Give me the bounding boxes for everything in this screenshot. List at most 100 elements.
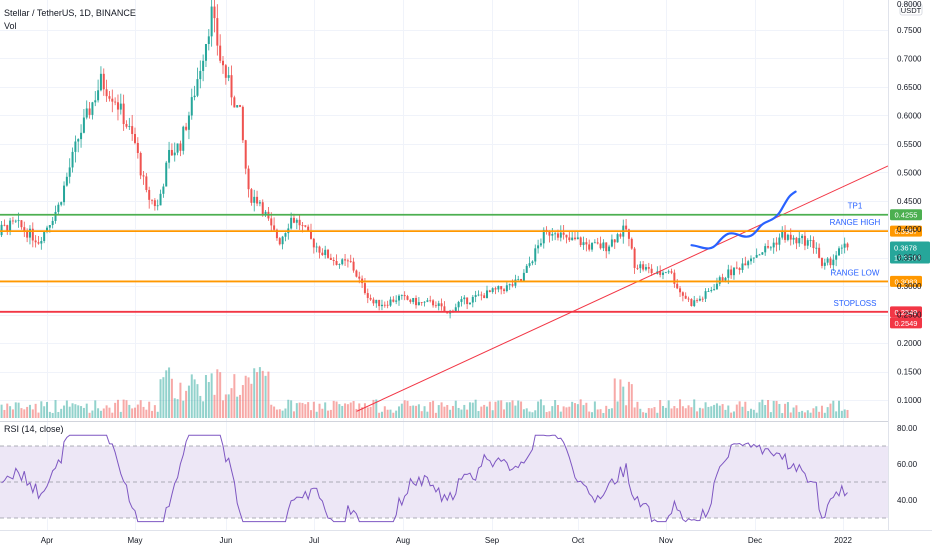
volume-bar (576, 404, 579, 418)
candle-body (148, 189, 151, 200)
volume-bar (213, 394, 216, 418)
candle-body (457, 301, 460, 308)
time-axis[interactable]: Apr May Jun Jul Aug Sep Oct Nov Dec 2022 (41, 536, 853, 545)
volume-bar (335, 401, 338, 418)
candle-body (761, 252, 764, 255)
volume-bar (310, 410, 312, 418)
candle-body (63, 185, 66, 203)
candle-body (207, 36, 210, 44)
candle-body (11, 220, 14, 222)
candle-body (633, 248, 636, 268)
volume-bar (451, 405, 454, 418)
volume-bar (463, 404, 466, 418)
volume-bar (579, 399, 582, 418)
candle-body (468, 302, 471, 305)
volume-bar (801, 410, 804, 418)
volume-bar (395, 410, 398, 418)
volume-bar (88, 412, 91, 418)
candle-body (707, 291, 710, 292)
candle-body (65, 176, 68, 186)
candle-body (667, 271, 670, 273)
candle-body (764, 246, 767, 253)
volume-bar (60, 408, 63, 418)
candle-body (525, 265, 528, 273)
volume-bar (383, 406, 386, 418)
candle-body (670, 271, 673, 273)
candle-body (151, 199, 154, 201)
projection-curve[interactable] (690, 190, 797, 250)
volume-bar (795, 405, 798, 418)
candle-body (832, 259, 835, 266)
volume-bar (378, 412, 381, 418)
candle-body (698, 298, 701, 301)
candle-body (454, 307, 457, 313)
volume-bar (437, 405, 440, 418)
volume-bar (301, 402, 304, 418)
volume-bar (681, 406, 684, 418)
rsi-axis[interactable]: 80.00 60.00 40.00 (897, 424, 918, 505)
candle-body (786, 234, 789, 240)
volume-bar (747, 411, 750, 418)
level-price-tag (890, 306, 922, 318)
volume-bar (781, 413, 784, 418)
volume-bar (820, 405, 823, 418)
candle-body (54, 211, 57, 221)
volume-bar (832, 400, 835, 418)
candle-body (375, 299, 378, 304)
candle-body (99, 73, 102, 91)
volume-bar (224, 394, 227, 418)
volume-bar (696, 411, 699, 418)
candle-body (610, 239, 613, 247)
candle-body (395, 300, 398, 302)
candle-body (820, 257, 823, 266)
volume-bar (707, 406, 710, 418)
candle-body (94, 100, 97, 103)
volume-bar (409, 405, 412, 418)
candle-body (346, 260, 349, 262)
candle-body (409, 299, 412, 302)
candle-body (503, 289, 506, 292)
candle-body (219, 45, 222, 61)
volume-bar (139, 400, 142, 418)
volume-bar (457, 407, 460, 418)
candle-body (747, 261, 750, 266)
candle-body (664, 272, 667, 274)
candle-body (9, 220, 12, 232)
volume-legend[interactable]: Vol (4, 21, 17, 31)
volume-bar (823, 412, 826, 418)
candle-body (778, 237, 781, 245)
candle-body (434, 305, 437, 307)
symbol-title[interactable]: Stellar / TetherUS, 1D, BINANCE (4, 8, 136, 18)
price-tick-label: 0.3000 (897, 282, 922, 291)
volume-bar (165, 370, 168, 418)
volume-bar (349, 402, 352, 418)
candle-body (602, 242, 605, 249)
candle-body (818, 247, 821, 258)
rsi-legend[interactable]: RSI (14, close) (4, 424, 64, 434)
candle-body (358, 276, 361, 279)
trendline[interactable] (356, 165, 889, 412)
volume-bar (298, 402, 301, 418)
candle-body (835, 255, 838, 260)
volume-bar (520, 401, 523, 418)
price-axis[interactable]: 0.7500 0.7000 0.6500 0.6000 0.5500 0.5000 0.45… (897, 26, 922, 405)
candle-body (520, 278, 523, 281)
candle-body (224, 65, 227, 78)
volume-bar (204, 375, 207, 418)
volume-bar (574, 403, 576, 418)
volume-bar (548, 411, 551, 418)
volume-bar (483, 404, 486, 418)
volume-bar (54, 400, 57, 418)
candle-body (372, 299, 375, 304)
volume-bar (65, 400, 68, 418)
volume-bar (253, 368, 256, 418)
volume-bar (134, 407, 136, 418)
volume-bar (778, 403, 781, 418)
volume-bar (792, 407, 795, 418)
candle-body (159, 193, 162, 206)
currency-badge[interactable] (899, 3, 923, 16)
volume-bar (750, 408, 752, 418)
candle-body (571, 237, 574, 241)
volume-bar (633, 407, 636, 418)
